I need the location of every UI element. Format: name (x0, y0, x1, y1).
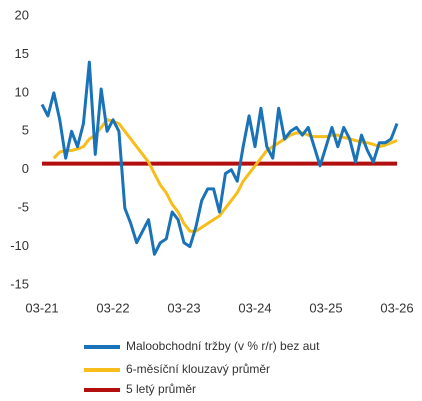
x-tick-label: 03-22 (96, 300, 129, 315)
y-tick-label: 0 (22, 161, 29, 176)
x-tick-label: 03-26 (380, 300, 413, 315)
y-tick-label: 20 (15, 7, 29, 22)
series-line (40, 60, 399, 256)
x-tick-label: 03-23 (167, 300, 200, 315)
legend-label: Maloobchodní tržby (v % r/r) bez aut (126, 339, 320, 353)
y-tick-label: -5 (17, 200, 29, 215)
y-tick-label: 10 (15, 84, 29, 99)
y-tick-label: 5 (22, 123, 29, 138)
x-tick-label: 03-24 (238, 300, 271, 315)
y-tick-label: 15 (15, 46, 29, 61)
legend-label: 5 letý průměr (126, 382, 196, 396)
x-tick-label: 03-21 (25, 300, 58, 315)
x-tick-label: 03-25 (309, 300, 342, 315)
y-tick-label: -10 (10, 238, 29, 253)
y-tick-label: -15 (10, 276, 29, 291)
legend-label: 6-měsíční klouzavý průměr (126, 362, 270, 376)
